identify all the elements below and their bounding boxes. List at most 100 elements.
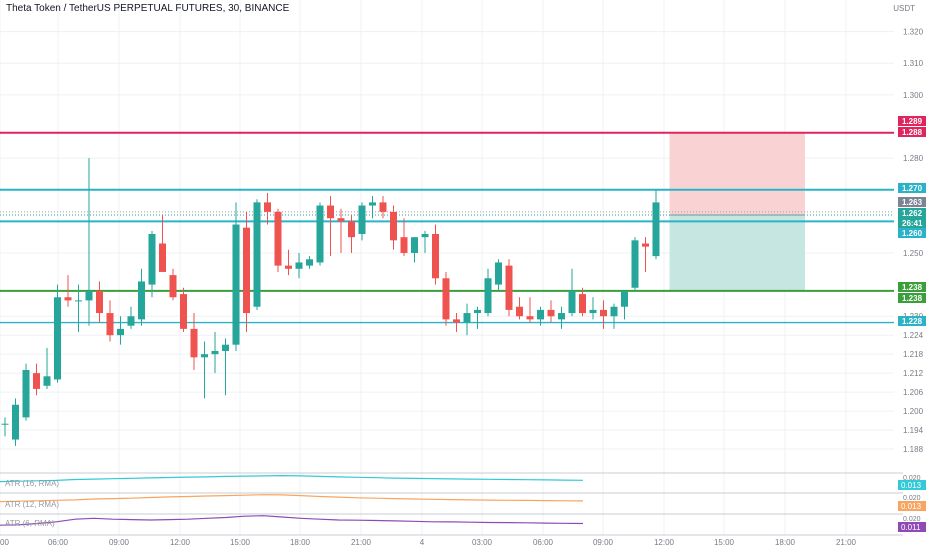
candle-body: [106, 313, 114, 336]
price-badge: [898, 116, 926, 126]
candle-body: [306, 259, 313, 266]
candle-body: [190, 328, 198, 358]
candle-body: [211, 351, 219, 355]
candle-body: [432, 234, 439, 279]
price-tick-label: 1.320: [903, 28, 924, 37]
candle-body: [442, 278, 450, 320]
candle-body: [316, 205, 324, 263]
price-badge: [898, 183, 926, 193]
candle-body: [264, 202, 271, 212]
time-tick-label: 21:00: [351, 538, 372, 547]
price-unit-label: USDT: [893, 4, 915, 13]
candle-body: [526, 316, 534, 320]
candle-body: [285, 265, 292, 269]
price-badge-label: 1.263: [902, 198, 923, 207]
time-tick-label: 15:00: [714, 538, 735, 547]
candle-body: [411, 237, 418, 253]
atr-tick: 0.020: [903, 516, 921, 523]
candle-body: [652, 202, 660, 257]
candle-body: [369, 202, 376, 206]
candle-body: [495, 262, 502, 285]
candle-body: [201, 354, 208, 358]
candle-body: [579, 294, 586, 314]
candle-body: [117, 328, 124, 336]
price-badge: [898, 316, 926, 326]
candle-body: [222, 344, 229, 351]
price-tick-label: 1.206: [903, 388, 924, 397]
atr16-label: ATR (16, RMA): [5, 479, 60, 488]
atr12-label: ATR (12, RMA): [5, 500, 60, 509]
candle-body: [337, 218, 345, 222]
candle-body: [610, 306, 618, 317]
candle-body: [85, 290, 93, 301]
time-tick-label: 03:00: [472, 538, 493, 547]
price-tick-label: 1.310: [903, 59, 924, 68]
take-profit-zone: [669, 215, 805, 291]
candle-body: [64, 297, 72, 301]
candle-body: [589, 309, 597, 314]
price-tick-label: 1.194: [903, 426, 924, 435]
candle-body: [474, 309, 481, 314]
candle-body: [390, 211, 397, 241]
candle-body: [358, 205, 366, 234]
candle-body: [243, 227, 250, 314]
candle-body: [516, 306, 523, 317]
time-tick-label: 09:00: [593, 538, 614, 547]
candle-body: [558, 313, 565, 320]
atr-line: [0, 474, 584, 483]
price-badge-label: 1.238: [902, 283, 923, 292]
atr-line: [0, 494, 584, 503]
price-tick-label: 1.280: [903, 154, 924, 163]
atr-value-label: 0.013: [901, 502, 922, 511]
candle-body: [253, 202, 261, 307]
price-tick-label: 1.218: [903, 350, 924, 359]
atr-line: [0, 515, 584, 526]
chart-title: Theta Token / TetherUS PERPETUAL FUTURES…: [6, 3, 290, 14]
candle-body: [421, 234, 429, 238]
price-tick-label: 1.250: [903, 249, 924, 258]
stop-loss-zone: [669, 132, 805, 216]
price-badge-label: 1.260: [902, 229, 923, 238]
candle-body: [96, 290, 103, 314]
atr-value-badge: [898, 522, 926, 532]
candle-body: [453, 319, 460, 323]
candle-body: [159, 243, 166, 272]
atr-value-label: 0.011: [901, 523, 921, 532]
atr6-label: ATR (6, RMA): [5, 519, 55, 528]
candle-body: [232, 224, 240, 345]
price-badge: [898, 197, 926, 207]
candle-body: [505, 265, 513, 310]
price-badge: [898, 218, 926, 228]
candle-body: [348, 221, 355, 238]
candle-body: [568, 290, 576, 314]
price-tick-label: 1.224: [903, 331, 924, 340]
candle-body: [547, 309, 555, 317]
candle-body: [180, 294, 187, 329]
candle-body: [274, 211, 282, 266]
price-badge-label: 1.289: [902, 117, 923, 126]
time-tick-label: 00: [0, 538, 9, 547]
atr-tick: 0.020: [903, 495, 921, 502]
price-badge-label: 1.238: [902, 294, 923, 303]
time-tick-label: 12:00: [654, 538, 675, 547]
price-badge: [898, 127, 926, 137]
candle-body: [631, 240, 639, 288]
time-tick-label: 4: [420, 538, 425, 547]
candle-body: [600, 309, 607, 317]
candle-body: [54, 297, 61, 380]
time-tick-label: 15:00: [230, 538, 251, 547]
time-tick-label: 12:00: [170, 538, 191, 547]
candle-body: [379, 202, 387, 212]
candle-body: [169, 275, 177, 298]
price-badge-label: 26:41: [902, 219, 923, 228]
price-badge-label: 1.288: [902, 128, 923, 137]
candle-body: [642, 243, 649, 247]
time-tick-label: 09:00: [109, 538, 130, 547]
atr-value-badge: [898, 480, 926, 490]
candle-body: [295, 262, 303, 269]
price-badge: [898, 228, 926, 238]
price-badge-label: 1.262: [902, 209, 923, 218]
candle-body: [75, 300, 82, 302]
candle-body: [537, 309, 544, 320]
